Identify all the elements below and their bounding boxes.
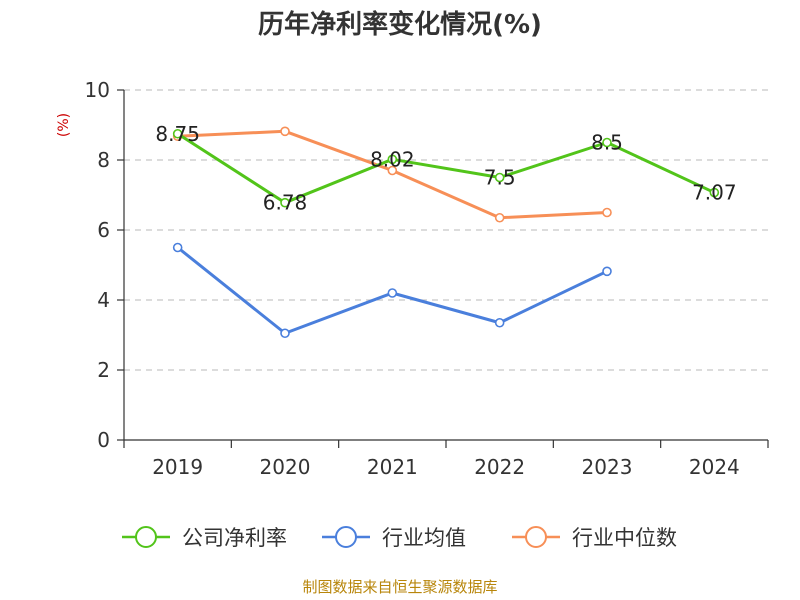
x-tick-label: 2023 [582,455,633,479]
y-axis-unit-label: (%) [56,113,72,137]
x-tick-label: 2019 [152,455,203,479]
data-point [602,137,612,148]
y-tick-label: 8 [97,148,110,172]
y-tick-label: 2 [97,358,110,382]
x-tick-label: 2022 [474,455,525,479]
data-point [494,172,505,183]
legend-item: 行业均值 [322,526,466,550]
data-point [602,207,612,218]
legend-marker [335,526,357,548]
legend-label: 行业均值 [382,526,466,550]
legend-marker [135,526,157,548]
y-tick-label: 10 [85,78,110,102]
x-tick-label: 2020 [260,455,311,479]
legend: 公司净利率 行业均值 行业中位数 [122,526,677,550]
data-point [280,126,290,137]
y-tick-label: 0 [97,428,110,452]
data-labels: 8.75 6.78 8.02 7.5 8.5 7.07 [155,122,736,215]
data-label: 6.78 [263,191,308,215]
legend-item: 公司净利率 [122,526,287,550]
series-0 [172,128,720,208]
data-label: 7.5 [484,166,516,190]
data-point [172,242,183,253]
grid-lines [124,89,768,371]
data-label: 7.07 [692,181,737,205]
chart-title: 历年净利率变化情况(%) [258,9,542,40]
data-label: 8.75 [155,122,200,146]
data-point [494,317,505,328]
data-label: 8.5 [591,131,623,155]
series-layer [172,126,720,339]
data-point [387,165,398,176]
legend-label: 行业中位数 [572,526,677,550]
data-point [602,266,612,277]
data-label: 8.02 [370,147,415,171]
axes: 0 2 4 6 8 10 2019 2020 2021 2022 2023 2024 [85,78,769,479]
data-point [494,212,505,223]
legend-label: 公司净利率 [182,526,287,550]
x-tick-label: 2021 [367,455,418,479]
data-point [387,288,398,298]
x-tick-label: 2024 [689,455,740,479]
y-tick-label: 6 [97,218,110,242]
data-point [709,187,720,198]
data-point [387,154,398,165]
data-point [172,128,183,139]
legend-marker [525,526,547,548]
data-point [280,197,290,208]
series-1 [172,242,612,339]
data-point [280,328,290,339]
y-tick-label: 4 [97,288,110,312]
source-note: 制图数据来自恒生聚源数据库 [302,578,497,596]
series-line [176,132,715,205]
legend-item: 行业中位数 [512,526,677,550]
